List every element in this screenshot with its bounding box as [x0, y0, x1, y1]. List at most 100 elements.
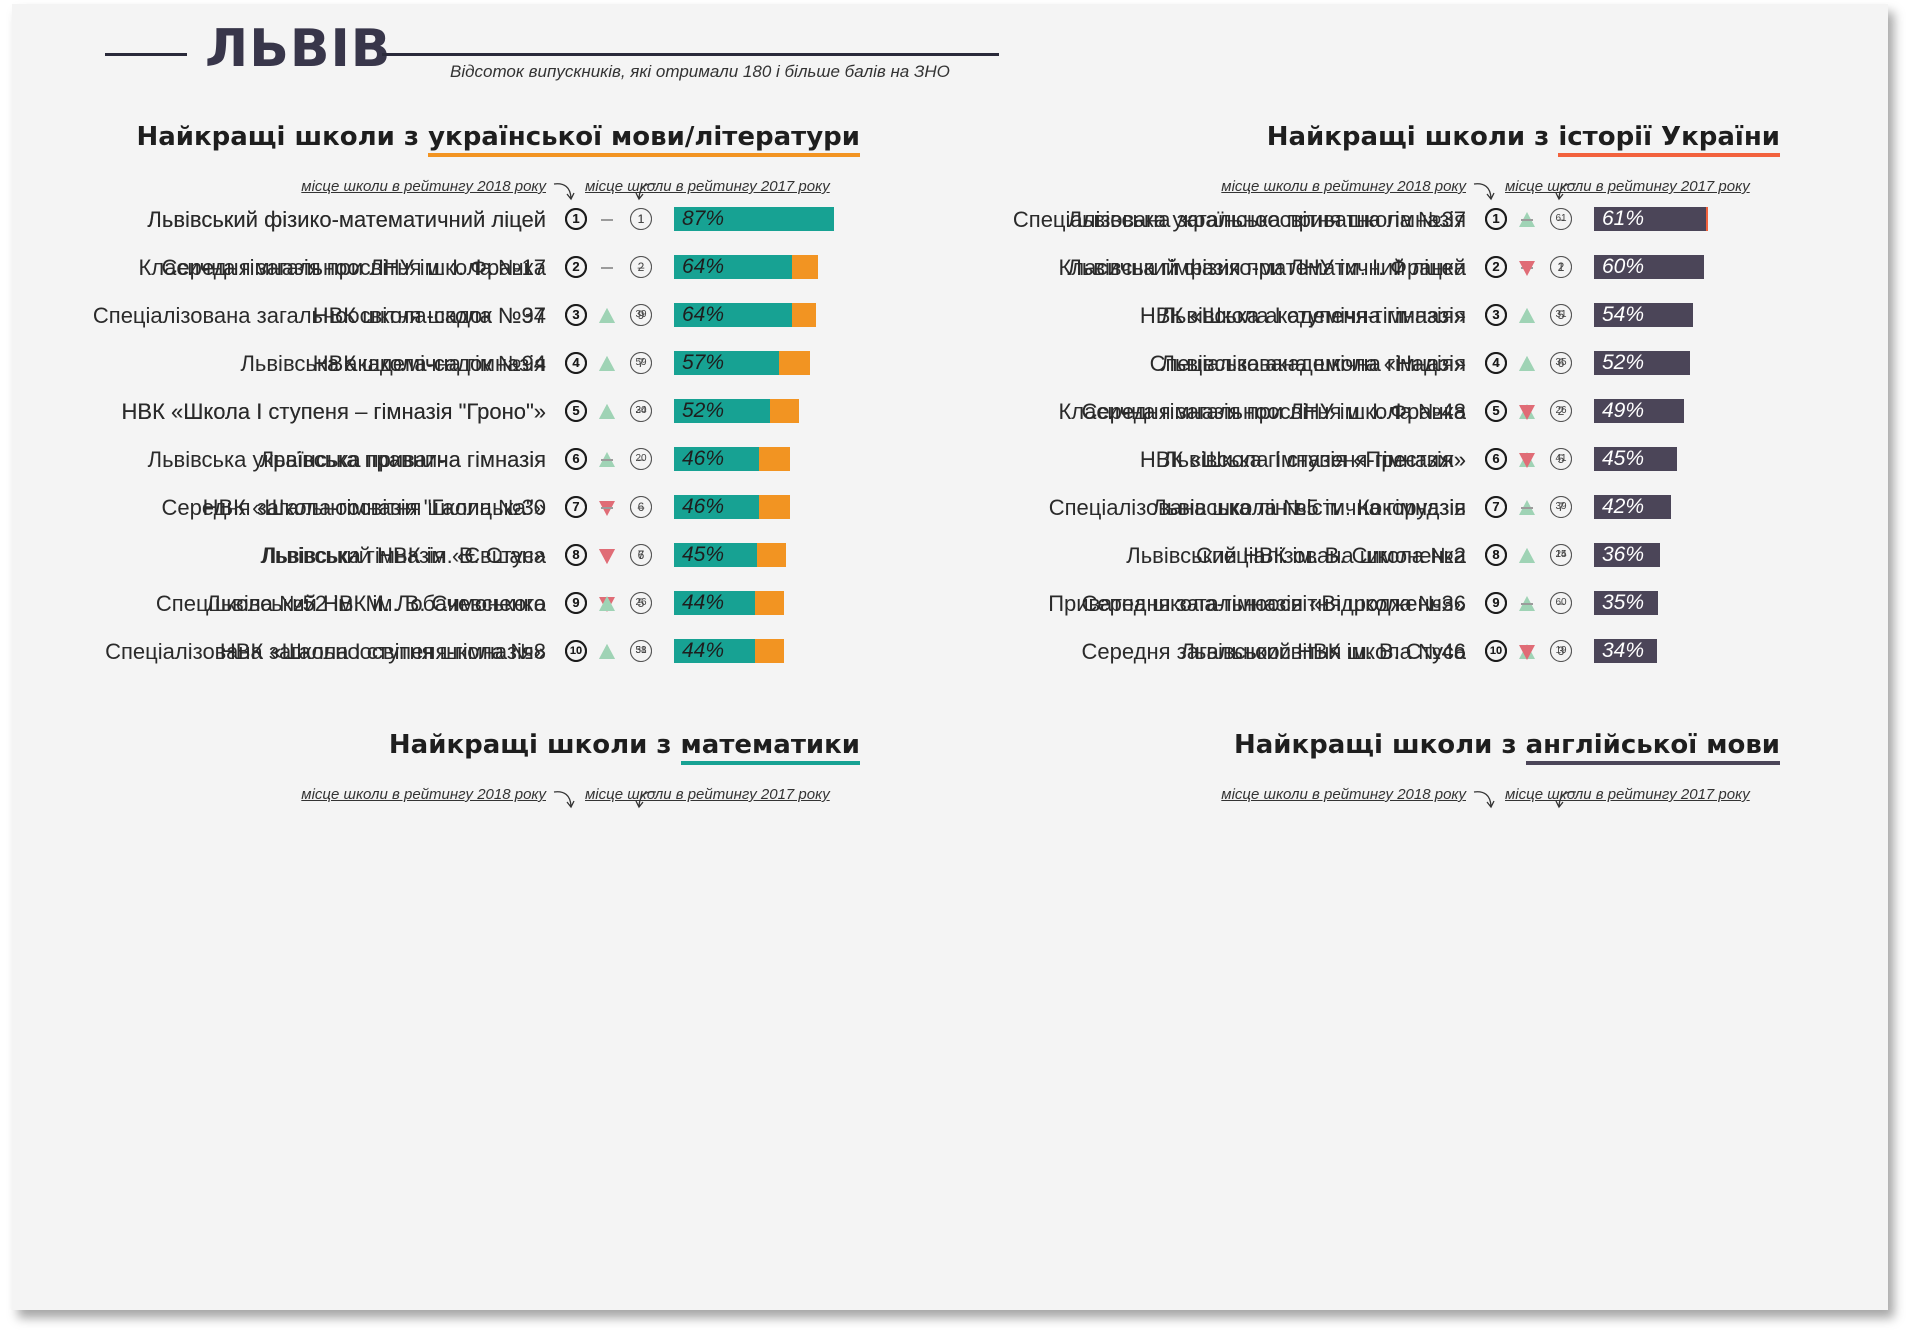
rank-2018-badge: 10 — [565, 640, 587, 662]
school-name: Середня загальноосвітня школа №46 — [1081, 639, 1467, 664]
school-name: Спеціалізована школа №2 — [1195, 543, 1466, 568]
bar — [674, 543, 757, 567]
bar — [1594, 543, 1661, 567]
panel-title-prefix: Найкращі школи з — [1233, 730, 1526, 760]
bar — [1594, 591, 1659, 615]
rank-2018-badge: 10 — [1485, 640, 1507, 662]
title-rule-right — [382, 53, 999, 56]
bar-value-label: 44% — [682, 639, 725, 662]
panel-title-prefix: Найкращі школи з — [388, 730, 681, 760]
school-name: Середня загальноосвітня школа №30 — [161, 495, 547, 520]
trend-same-icon — [1518, 500, 1536, 516]
school-name: Львівський НВК ім. В. Стуса — [1180, 639, 1466, 664]
bar — [674, 591, 755, 615]
bar — [1594, 255, 1705, 279]
school-name: НВК «Школа І ступеня-гімназія» — [219, 639, 546, 664]
rank-2017-badge: 24 — [1550, 544, 1572, 566]
table-row: НВК школа-садок №94 3 39 64% — [0, 298, 920, 338]
bar — [1594, 639, 1657, 663]
bar — [674, 255, 792, 279]
table-row: Львівська академічна гімназія 4 6 52% — [920, 346, 1840, 386]
school-name: Середня загальноосвітня школа №48 — [1081, 399, 1467, 424]
trend-same-icon — [598, 212, 616, 228]
rank-2017-badge: 1 — [1550, 256, 1572, 278]
rank-2018-badge: 9 — [565, 592, 587, 614]
school-name: Приватна школа-гімназія «Відродження» — [1048, 591, 1466, 616]
school-name: Львівська лінгвістична гімназія — [1152, 495, 1466, 520]
school-name: Середня загальноосвітня школа №17 — [161, 255, 547, 280]
bar-value-label: 52% — [1602, 351, 1645, 374]
bar-value-label: 52% — [682, 399, 725, 422]
bar — [674, 303, 792, 327]
school-name: Спецшкола №52 ім. М. Лобачевського — [155, 591, 546, 616]
trend-up-icon — [598, 308, 616, 324]
school-name: Львівська академічна гімназія — [240, 351, 546, 376]
rank-2018-badge: 8 — [565, 544, 587, 566]
table-row: Приватна школа-гімназія «Відродження» 9 – 3… — [920, 586, 1840, 626]
bar — [674, 495, 759, 519]
legend-rank-2018: місце школи в рейтингу 2018 року — [1221, 178, 1466, 195]
rank-2017-badge: 31 — [630, 640, 652, 662]
trend-same-icon — [1518, 596, 1536, 612]
school-name: Львівська українська приватна гімназія — [147, 447, 546, 472]
chart-panel-4: Найкращі школи з англійської мови місце ш… — [920, 207, 1840, 1288]
trend-down-icon — [598, 548, 616, 564]
bar-value-label: 45% — [1602, 447, 1645, 470]
bar-value-label: 46% — [682, 495, 725, 518]
school-name: Львівський фізико-математичний ліцей — [147, 207, 546, 232]
bar-value-label: 36% — [1602, 543, 1645, 566]
curved-arrow-icon — [553, 791, 575, 809]
school-name: Львівський фізико-математичний ліцей — [147, 207, 546, 232]
trend-up-icon — [1518, 356, 1536, 372]
table-row: Класична гімназія при ЛНУ ім. І. Франка 5… — [920, 394, 1840, 434]
school-name: Спеціалізована загальноосвітня школа №8 — [105, 639, 546, 664]
legend-rank-2018: місце школи в рейтингу 2018 року — [1221, 786, 1466, 803]
panel-title-subject: англійської мови — [1525, 730, 1780, 765]
bar — [674, 399, 770, 423]
legend-rank-2017: місце школи в рейтингу 2017 року — [1505, 786, 1750, 803]
table-row: Львівська українська приватна гімназія 1 –… — [920, 202, 1840, 242]
bar-value-label: 35% — [1602, 591, 1645, 614]
table-row: Львівська українська приватна гімназія 6 –… — [0, 442, 920, 482]
rank-2018-badge: 5 — [565, 400, 587, 422]
table-row: Спеціалізована школа №2 8 24 36% — [920, 538, 1840, 578]
bar — [674, 639, 755, 663]
table-row: Львівська гімназія «Престиж» 6 5 45% — [920, 442, 1840, 482]
panel-title-subject: української мови/літератури — [428, 122, 860, 157]
school-name: Львівська правнича гімназія — [259, 447, 546, 472]
trend-up-icon — [1518, 308, 1536, 324]
table-row: Львівська академічна гімназія 4 7 57% — [0, 346, 920, 386]
school-name: НВК «Школа І ступеня – гімназія "Гроно"» — [121, 399, 546, 424]
rank-2017-badge: 3 — [1550, 640, 1572, 662]
rank-2018-badge: 9 — [1485, 592, 1507, 614]
school-name: НВК школа-садок №94 — [312, 351, 546, 376]
table-row: Львівський фізико-математичний ліцей 2 1 60… — [920, 250, 1840, 290]
trend-up-icon — [598, 596, 616, 612]
rank-2017-badge: 26 — [630, 592, 652, 614]
legend-rank-2017: місце школи в рейтингу 2017 року — [585, 178, 830, 195]
school-name: Спеціалізована загальноосвітня школа №37 — [1012, 207, 1466, 232]
rank-2018-badge: 3 — [1485, 304, 1507, 326]
rank-2017-badge: – — [1550, 592, 1572, 614]
rank-2018-badge: 2 — [565, 256, 587, 278]
table-row: Львівський НВК ім. В. Стуса 10 3 34% — [920, 634, 1840, 674]
rank-2018-badge: 3 — [565, 304, 587, 326]
legend-rank-2017: місце школи в рейтингу 2017 року — [585, 786, 830, 803]
bar-value-label: 44% — [682, 591, 725, 614]
rank-2017-badge: – — [630, 448, 652, 470]
city-title: ЛЬВІВ — [205, 19, 392, 79]
title-rule-left — [105, 53, 187, 56]
school-name: НВК «Школа І ступеня-гімназія» — [1139, 447, 1466, 472]
panel-title-subject: історії України — [1558, 122, 1780, 157]
curved-arrow-icon — [635, 791, 657, 809]
school-name: Середня загальноосвітня школа №36 — [1081, 591, 1467, 616]
bar — [1594, 399, 1685, 423]
school-name: Львівський НВК ім. В. Стуса — [260, 543, 546, 568]
bar — [1594, 351, 1690, 375]
bar — [674, 351, 779, 375]
school-name: Львівська академічна гімназія — [1160, 303, 1466, 328]
school-name: Львівська гімназія «Престиж» — [1163, 447, 1466, 472]
rank-2017-badge: 2 — [1550, 400, 1572, 422]
curved-arrow-icon — [553, 183, 575, 201]
rank-2017-badge: 7 — [1550, 496, 1572, 518]
